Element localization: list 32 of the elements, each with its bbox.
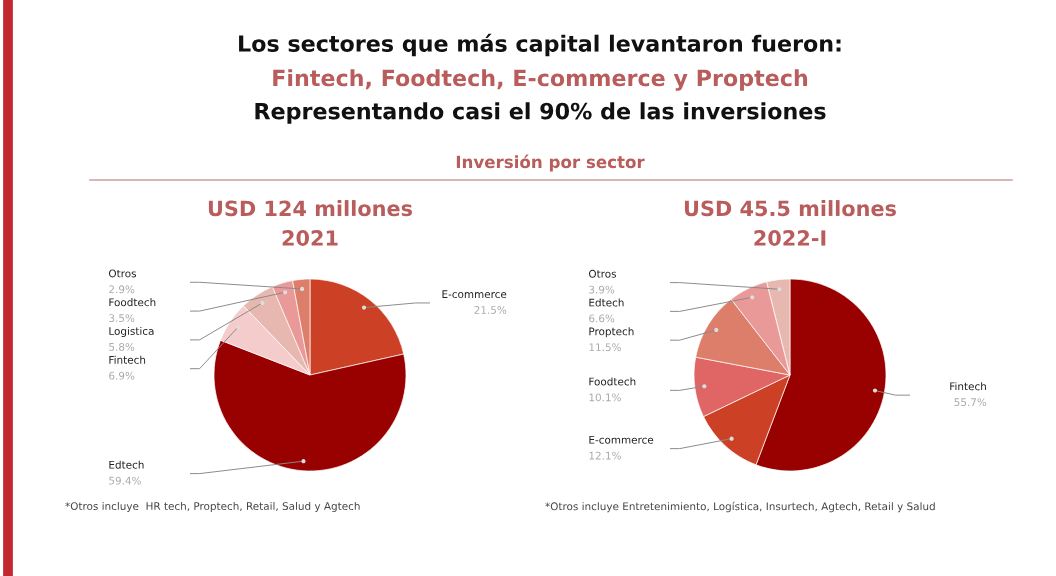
slice-label: Otros [588,269,617,278]
data-label: 6.9% [109,371,135,380]
slice-label: Foodtech [589,377,636,386]
data-label: 11.5% [589,343,621,352]
data-label: 6.6% [589,314,615,323]
slice-label: Foodtech [109,298,156,307]
slice-label: Edtech [109,460,144,469]
slice-label: E-commerce [442,290,507,299]
text: Representando casi el 90% de las inversiones [255,102,826,124]
data-label: 3.9% [589,285,615,294]
data-label: 55.7% [954,398,987,407]
text: Fintech, Foodtech, E-commerce y Proptech [273,69,808,91]
chart-title: USD 45.5 millones 2022-I [684,200,896,246]
data-label: 12.1% [589,451,621,460]
slice-label: Proptech [589,327,634,338]
text: *Otros incluye Entretenimiento, Logística, Insurtech, Agtech, Retail y Salud [545,501,935,513]
slice-label: Otros [108,269,137,278]
data-label: 21.5% [474,306,507,314]
data-label: 2.9% [109,285,135,294]
data-label: 3.5% [109,314,135,323]
data-label: 10.1% [589,393,621,402]
data-label: 59.4% [109,476,141,485]
text: Inversión por sector [456,154,645,172]
data-label: 5.8% [109,342,135,351]
slice-label: Fintech [950,382,986,391]
text: *Otros incluye HR tech, Proptech, Retail, Salud y Agtech [65,501,360,513]
slice-label: Logistica [109,326,154,337]
text: Los sectores que más capital levantaron fueron: [239,33,841,57]
slice-label: Edtech [589,298,624,307]
slice-label: Fintech [109,355,146,364]
chart-title: USD 124 millones 2021 [208,200,413,246]
slice-label: E-commerce [589,435,654,444]
